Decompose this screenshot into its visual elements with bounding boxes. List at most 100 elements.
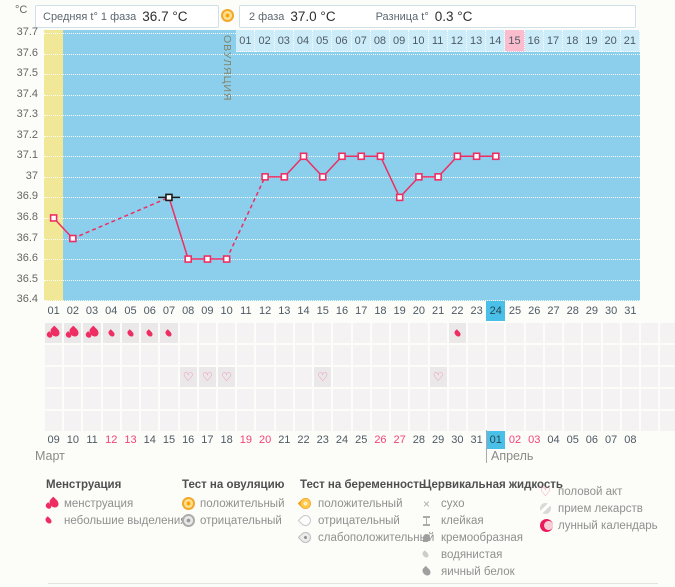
cycle-day-cell[interactable]: 07	[162, 305, 176, 317]
symptom-cell[interactable]	[83, 367, 101, 387]
symptom-cell[interactable]	[256, 389, 274, 409]
symptom-cell[interactable]	[179, 411, 197, 431]
temp-point[interactable]	[261, 173, 269, 181]
symptom-cell[interactable]	[314, 345, 332, 365]
symptom-cell[interactable]	[275, 411, 293, 431]
symptom-cell[interactable]	[621, 411, 639, 431]
symptom-cell[interactable]	[660, 389, 675, 409]
temp-point[interactable]	[222, 255, 231, 263]
symptom-cell[interactable]	[506, 367, 524, 387]
symptom-cell[interactable]	[660, 411, 675, 431]
symptom-cell[interactable]	[83, 345, 101, 365]
symptom-cell[interactable]	[544, 389, 563, 409]
symptom-cell[interactable]	[487, 323, 505, 343]
symptom-cell[interactable]	[544, 411, 563, 431]
symptom-cell[interactable]	[102, 411, 120, 431]
temp-point[interactable]	[184, 255, 192, 263]
symptom-cell[interactable]	[467, 411, 486, 431]
symptom-cell[interactable]	[467, 389, 486, 409]
symptom-cell[interactable]	[64, 367, 82, 387]
symptom-cell[interactable]	[121, 411, 140, 431]
symptom-cell[interactable]	[45, 367, 63, 387]
symptom-cell[interactable]	[525, 389, 543, 409]
symptom-cell[interactable]	[121, 367, 140, 387]
symptom-cell[interactable]	[64, 345, 82, 365]
symptom-cell[interactable]	[275, 367, 293, 387]
symptom-cell[interactable]	[371, 345, 390, 365]
cycle-day-cell[interactable]: 24	[486, 301, 506, 321]
symptom-cell[interactable]	[333, 345, 351, 365]
symptom-cell[interactable]	[429, 345, 447, 365]
symptom-cell[interactable]	[237, 411, 255, 431]
symptom-cell[interactable]	[564, 323, 582, 343]
temp-point[interactable]	[376, 152, 385, 161]
symptom-cell[interactable]	[525, 367, 543, 387]
symptom-cell[interactable]	[141, 389, 159, 409]
symptom-cell[interactable]	[467, 345, 486, 365]
temp-point[interactable]	[357, 152, 366, 161]
symptom-cell[interactable]	[256, 367, 274, 387]
cycle-day-cell[interactable]: 11	[240, 305, 252, 317]
temp-point[interactable]	[318, 173, 327, 181]
temp-point[interactable]	[453, 152, 462, 161]
symptom-cell[interactable]	[198, 411, 217, 431]
spotting-cell[interactable]	[102, 323, 120, 343]
symptom-cell[interactable]	[237, 367, 255, 387]
symptom-cell[interactable]	[429, 389, 447, 409]
symptom-cell[interactable]	[506, 411, 524, 431]
temp-point[interactable]	[415, 173, 423, 181]
symptom-cell[interactable]	[256, 323, 274, 343]
symptom-cell[interactable]	[371, 323, 390, 343]
symptom-cell[interactable]	[564, 367, 582, 387]
symptom-cell[interactable]	[275, 389, 293, 409]
symptom-cell[interactable]	[467, 323, 486, 343]
ovulation-column[interactable]	[44, 30, 64, 301]
symptom-cell[interactable]	[141, 411, 159, 431]
cycle-day-cell[interactable]: 08	[182, 305, 195, 317]
cycle-day-cell[interactable]: 20	[412, 305, 426, 317]
symptom-cell[interactable]	[564, 345, 582, 365]
symptom-cell[interactable]	[237, 323, 255, 343]
symptom-cell[interactable]	[218, 345, 236, 365]
intercourse-cell[interactable]: ♡	[314, 367, 332, 387]
symptom-cell[interactable]	[564, 389, 582, 409]
symptom-cell[interactable]	[371, 411, 390, 431]
cycle-day-cell[interactable]: 03	[85, 305, 99, 317]
symptom-cell[interactable]	[641, 323, 659, 343]
symptom-cell[interactable]	[487, 411, 505, 431]
symptom-cell[interactable]	[102, 345, 120, 365]
cycle-day-cell[interactable]: 09	[201, 305, 214, 317]
symptom-cell[interactable]	[410, 389, 428, 409]
symptom-cell[interactable]	[410, 411, 428, 431]
symptom-cell[interactable]	[83, 389, 101, 409]
symptom-cell[interactable]	[525, 323, 543, 343]
symptom-cell[interactable]	[275, 345, 293, 365]
symptom-cell[interactable]	[602, 345, 620, 365]
symptom-cell[interactable]	[621, 389, 639, 409]
symptom-cell[interactable]	[525, 345, 543, 365]
symptom-cell[interactable]	[487, 367, 505, 387]
symptom-cell[interactable]	[602, 323, 620, 343]
symptom-cell[interactable]	[641, 411, 659, 431]
symptom-cell[interactable]	[544, 367, 563, 387]
symptom-cell[interactable]	[352, 389, 370, 409]
symptom-cell[interactable]	[294, 367, 313, 387]
intercourse-cell[interactable]: ♡	[218, 367, 236, 387]
symptom-cell[interactable]	[506, 323, 524, 343]
symptom-cell[interactable]	[45, 345, 63, 365]
symptom-cell[interactable]	[391, 389, 409, 409]
menstruation-cell[interactable]	[83, 323, 101, 343]
symptom-cell[interactable]	[294, 345, 313, 365]
temp-point[interactable]	[338, 152, 346, 161]
symptom-cell[interactable]	[660, 345, 675, 365]
symptom-cell[interactable]	[218, 389, 236, 409]
cycle-day-cell[interactable]: 18	[374, 305, 387, 317]
temp-point[interactable]	[434, 173, 442, 181]
symptom-cell[interactable]	[621, 345, 639, 365]
cycle-day-cell[interactable]: 01	[47, 305, 60, 317]
symptom-cell[interactable]	[121, 345, 140, 365]
symptom-cell[interactable]	[294, 389, 313, 409]
cycle-day-cell[interactable]: 06	[143, 305, 156, 317]
cycle-day-cell[interactable]: 12	[258, 305, 272, 317]
cycle-day-cell[interactable]: 21	[432, 305, 445, 317]
